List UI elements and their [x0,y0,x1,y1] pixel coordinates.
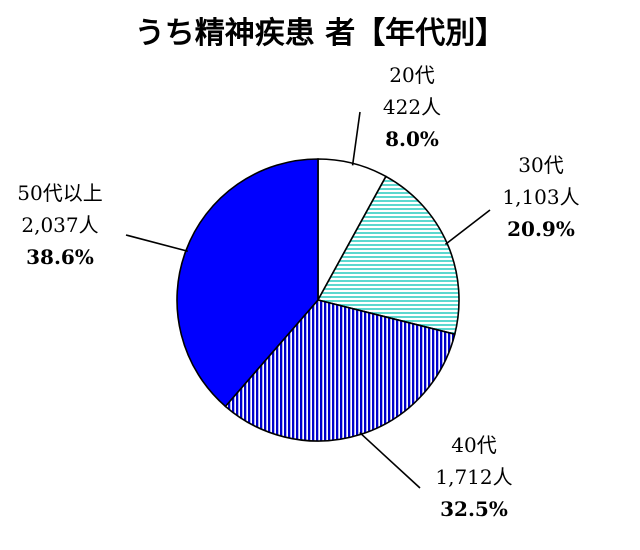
slice-label-4: 50代以上 [17,181,102,205]
slice-count-2: 1,103人 [502,185,579,209]
slice-percent-4: 38.6% [26,245,94,269]
slice-count-4: 2,037人 [21,213,98,237]
chart-title: うち精神疾患 者【年代別】 [134,16,506,51]
pie-slice-3 [224,299,456,442]
slice-label-3: 40代 [451,433,496,457]
leader-line-4 [125,234,189,253]
slice-percent-1: 8.0% [385,127,439,151]
leader-line-3 [359,432,421,489]
slice-count-3: 1,712人 [435,465,512,489]
slice-label-1: 20代 [389,63,434,87]
slice-label-2: 30代 [518,153,563,177]
slice-percent-3: 32.5% [440,497,508,521]
leader-line-1 [351,111,361,166]
leader-line-2 [444,209,491,246]
slice-count-1: 422人 [383,95,441,119]
slice-percent-2: 20.9% [507,217,575,241]
